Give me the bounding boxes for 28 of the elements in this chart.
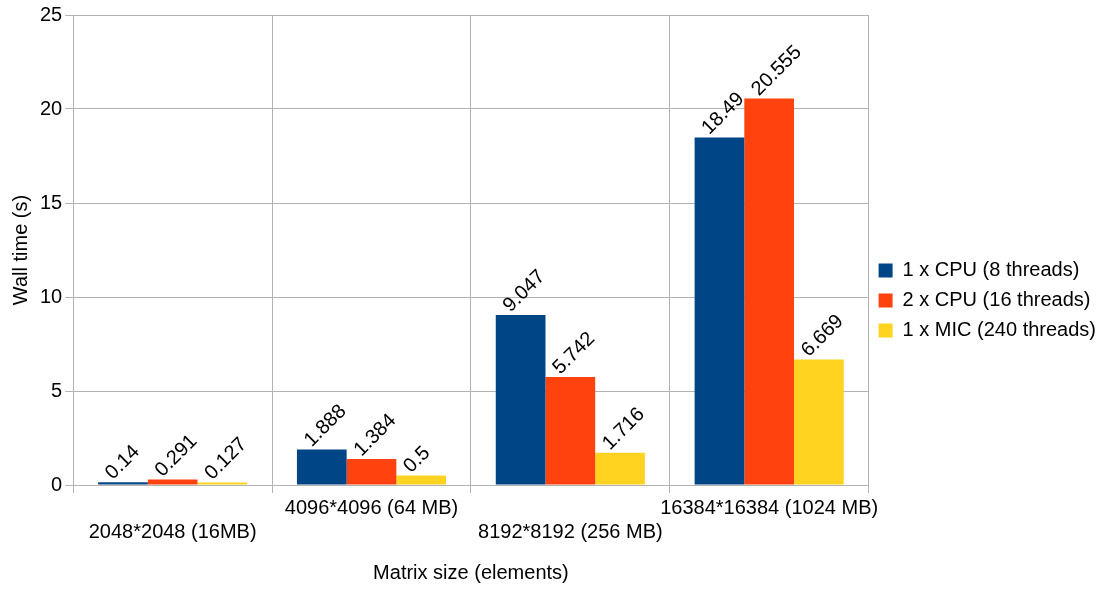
y-tick-label: 0 (51, 472, 63, 495)
bar (147, 479, 198, 485)
bar (396, 475, 447, 485)
y-tick-label: 20 (40, 96, 63, 119)
data-label: 0.14 (100, 440, 144, 484)
bar (794, 359, 844, 485)
x-tick-label: 16384*16384 (1024 MB) (660, 495, 879, 518)
y-tick-label: 15 (40, 190, 63, 213)
y-tick-label: 25 (40, 2, 63, 25)
x-tick-label: 2048*2048 (16MB) (88, 519, 257, 542)
legend-label: 1 x CPU (8 threads) (902, 258, 1080, 281)
bar (495, 314, 546, 485)
legend-label: 2 x CPU (16 threads) (902, 288, 1091, 311)
bar (296, 449, 347, 485)
bar (346, 458, 397, 485)
x-tick-label: 4096*4096 (64 MB) (284, 495, 459, 518)
x-axis-title: Matrix size (elements) (373, 560, 569, 583)
y-axis-title: Wall time (s) (8, 194, 31, 306)
bar (694, 137, 745, 485)
x-tick-label: 8192*8192 (256 MB) (478, 519, 663, 542)
y-tick-label: 10 (40, 284, 63, 307)
bar (545, 377, 596, 485)
data-label: 0.5 (398, 441, 434, 477)
y-tick-label: 5 (51, 378, 63, 401)
legend-label: 1 x MIC (240 threads) (902, 318, 1097, 341)
bar (744, 98, 795, 485)
bar (98, 482, 148, 485)
bar (595, 452, 645, 485)
